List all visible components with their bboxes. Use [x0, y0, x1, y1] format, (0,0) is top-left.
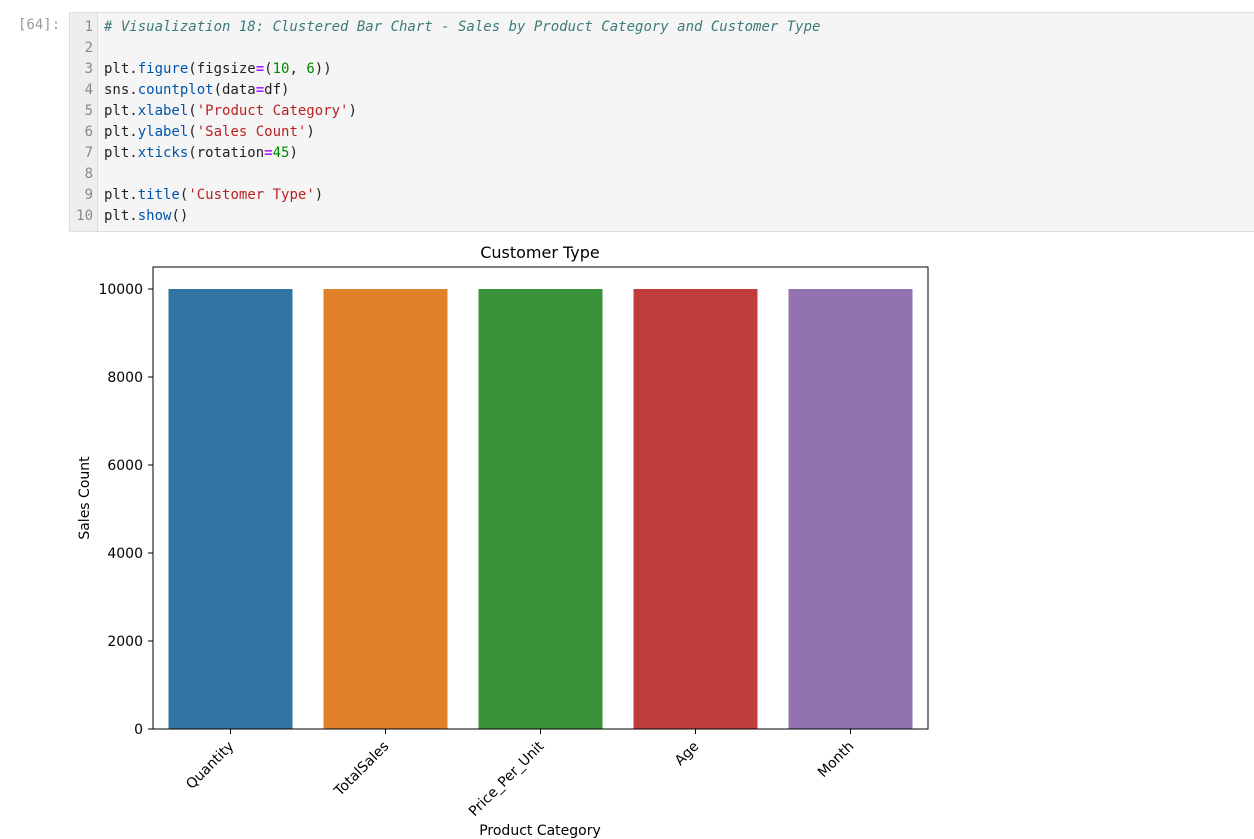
chart-title: Customer Type [480, 243, 600, 262]
y-tick-label: 2000 [107, 634, 143, 650]
bar [788, 289, 913, 729]
line-number: 1 [84, 19, 93, 35]
y-tick-label: 0 [134, 722, 143, 738]
code-cell[interactable]: 1 # Visualization 18: Clustered Bar Chart… [69, 12, 1254, 232]
x-tick-label: TotalSales [331, 739, 392, 800]
x-axis-label: Product Category [479, 823, 601, 839]
bar [323, 289, 448, 729]
code-line: # Visualization 18: Clustered Bar Chart … [104, 19, 821, 35]
line-number: 2 [84, 40, 93, 56]
line-number: 8 [84, 166, 93, 182]
y-tick-label: 10000 [98, 282, 143, 298]
code-line: plt.figure(figsize=(10, 6)) [104, 61, 332, 77]
y-tick-label: 4000 [107, 546, 143, 562]
line-number: 7 [84, 145, 93, 161]
x-tick-label: Month [815, 739, 857, 781]
x-tick-label: Price_Per_Unit [466, 738, 548, 820]
y-tick-label: 8000 [107, 370, 143, 386]
code-line: plt.ylabel('Sales Count') [104, 124, 315, 140]
line-number: 3 [84, 61, 93, 77]
line-number: 9 [84, 187, 93, 203]
gutter [70, 13, 98, 231]
bar [633, 289, 758, 729]
line-number: 4 [84, 82, 93, 98]
code-line: plt.xlabel('Product Category') [104, 103, 357, 119]
code-line: sns.countplot(data=df) [104, 82, 290, 98]
x-tick-label: Age [672, 739, 702, 769]
line-number: 10 [76, 208, 93, 224]
cell-prompt: [64]: [18, 17, 61, 33]
code-line: plt.title('Customer Type') [104, 187, 324, 203]
y-tick-label: 6000 [107, 458, 143, 474]
x-tick-label: Quantity [183, 739, 237, 793]
line-number: 5 [84, 103, 93, 119]
code-line: plt.show() [104, 208, 189, 224]
bar [168, 289, 293, 729]
axes-frame [152, 266, 929, 730]
line-number: 6 [84, 124, 93, 140]
bar [478, 289, 603, 729]
code-line: plt.xticks(rotation=45) [104, 145, 298, 161]
y-axis-label: Sales Count [77, 456, 93, 540]
